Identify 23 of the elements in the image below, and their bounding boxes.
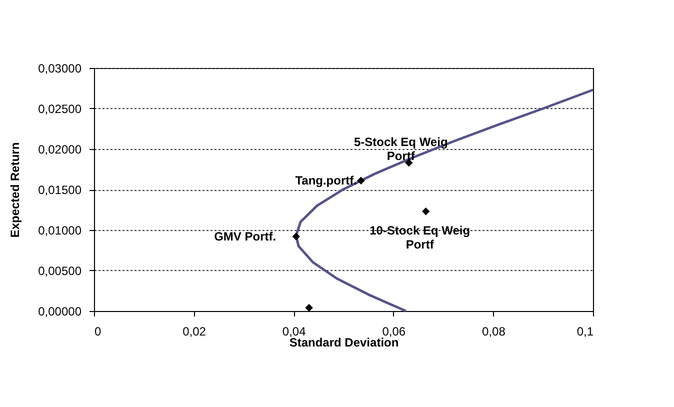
annotation: Tang.portf.: [295, 174, 357, 188]
x-tick-label: 0,04: [282, 324, 306, 338]
x-tick-label: 0,1: [576, 324, 594, 338]
y-tick-label: 0,02500: [38, 102, 82, 116]
point: [357, 176, 365, 184]
y-tick-label: 0,01000: [38, 224, 82, 238]
x-tick-label: 0,02: [182, 324, 206, 338]
x-axis-title: Standard Deviation: [289, 336, 399, 350]
y-tick-label: 0,03000: [38, 62, 82, 76]
annotation: GMV Portf.: [214, 229, 276, 244]
y-tick-label: 0,00500: [38, 264, 82, 278]
y-tick-label: 0,02000: [38, 142, 82, 156]
x-tick-label: 0: [94, 324, 102, 338]
point: [305, 304, 313, 312]
point: [292, 232, 300, 240]
y-tick-label: 0,00000: [38, 304, 82, 318]
y-tick-label: 0,01500: [38, 183, 82, 197]
annotation: 10-Stock Eq Weig Portf: [370, 223, 470, 252]
x-tick-label: 0,06: [382, 324, 406, 338]
y-axis-title: Expected Return: [8, 142, 22, 238]
point: [422, 207, 430, 216]
annotation: 5-Stock Eq Weig Portf: [354, 134, 448, 163]
x-tick-label: 0,08: [482, 324, 506, 338]
